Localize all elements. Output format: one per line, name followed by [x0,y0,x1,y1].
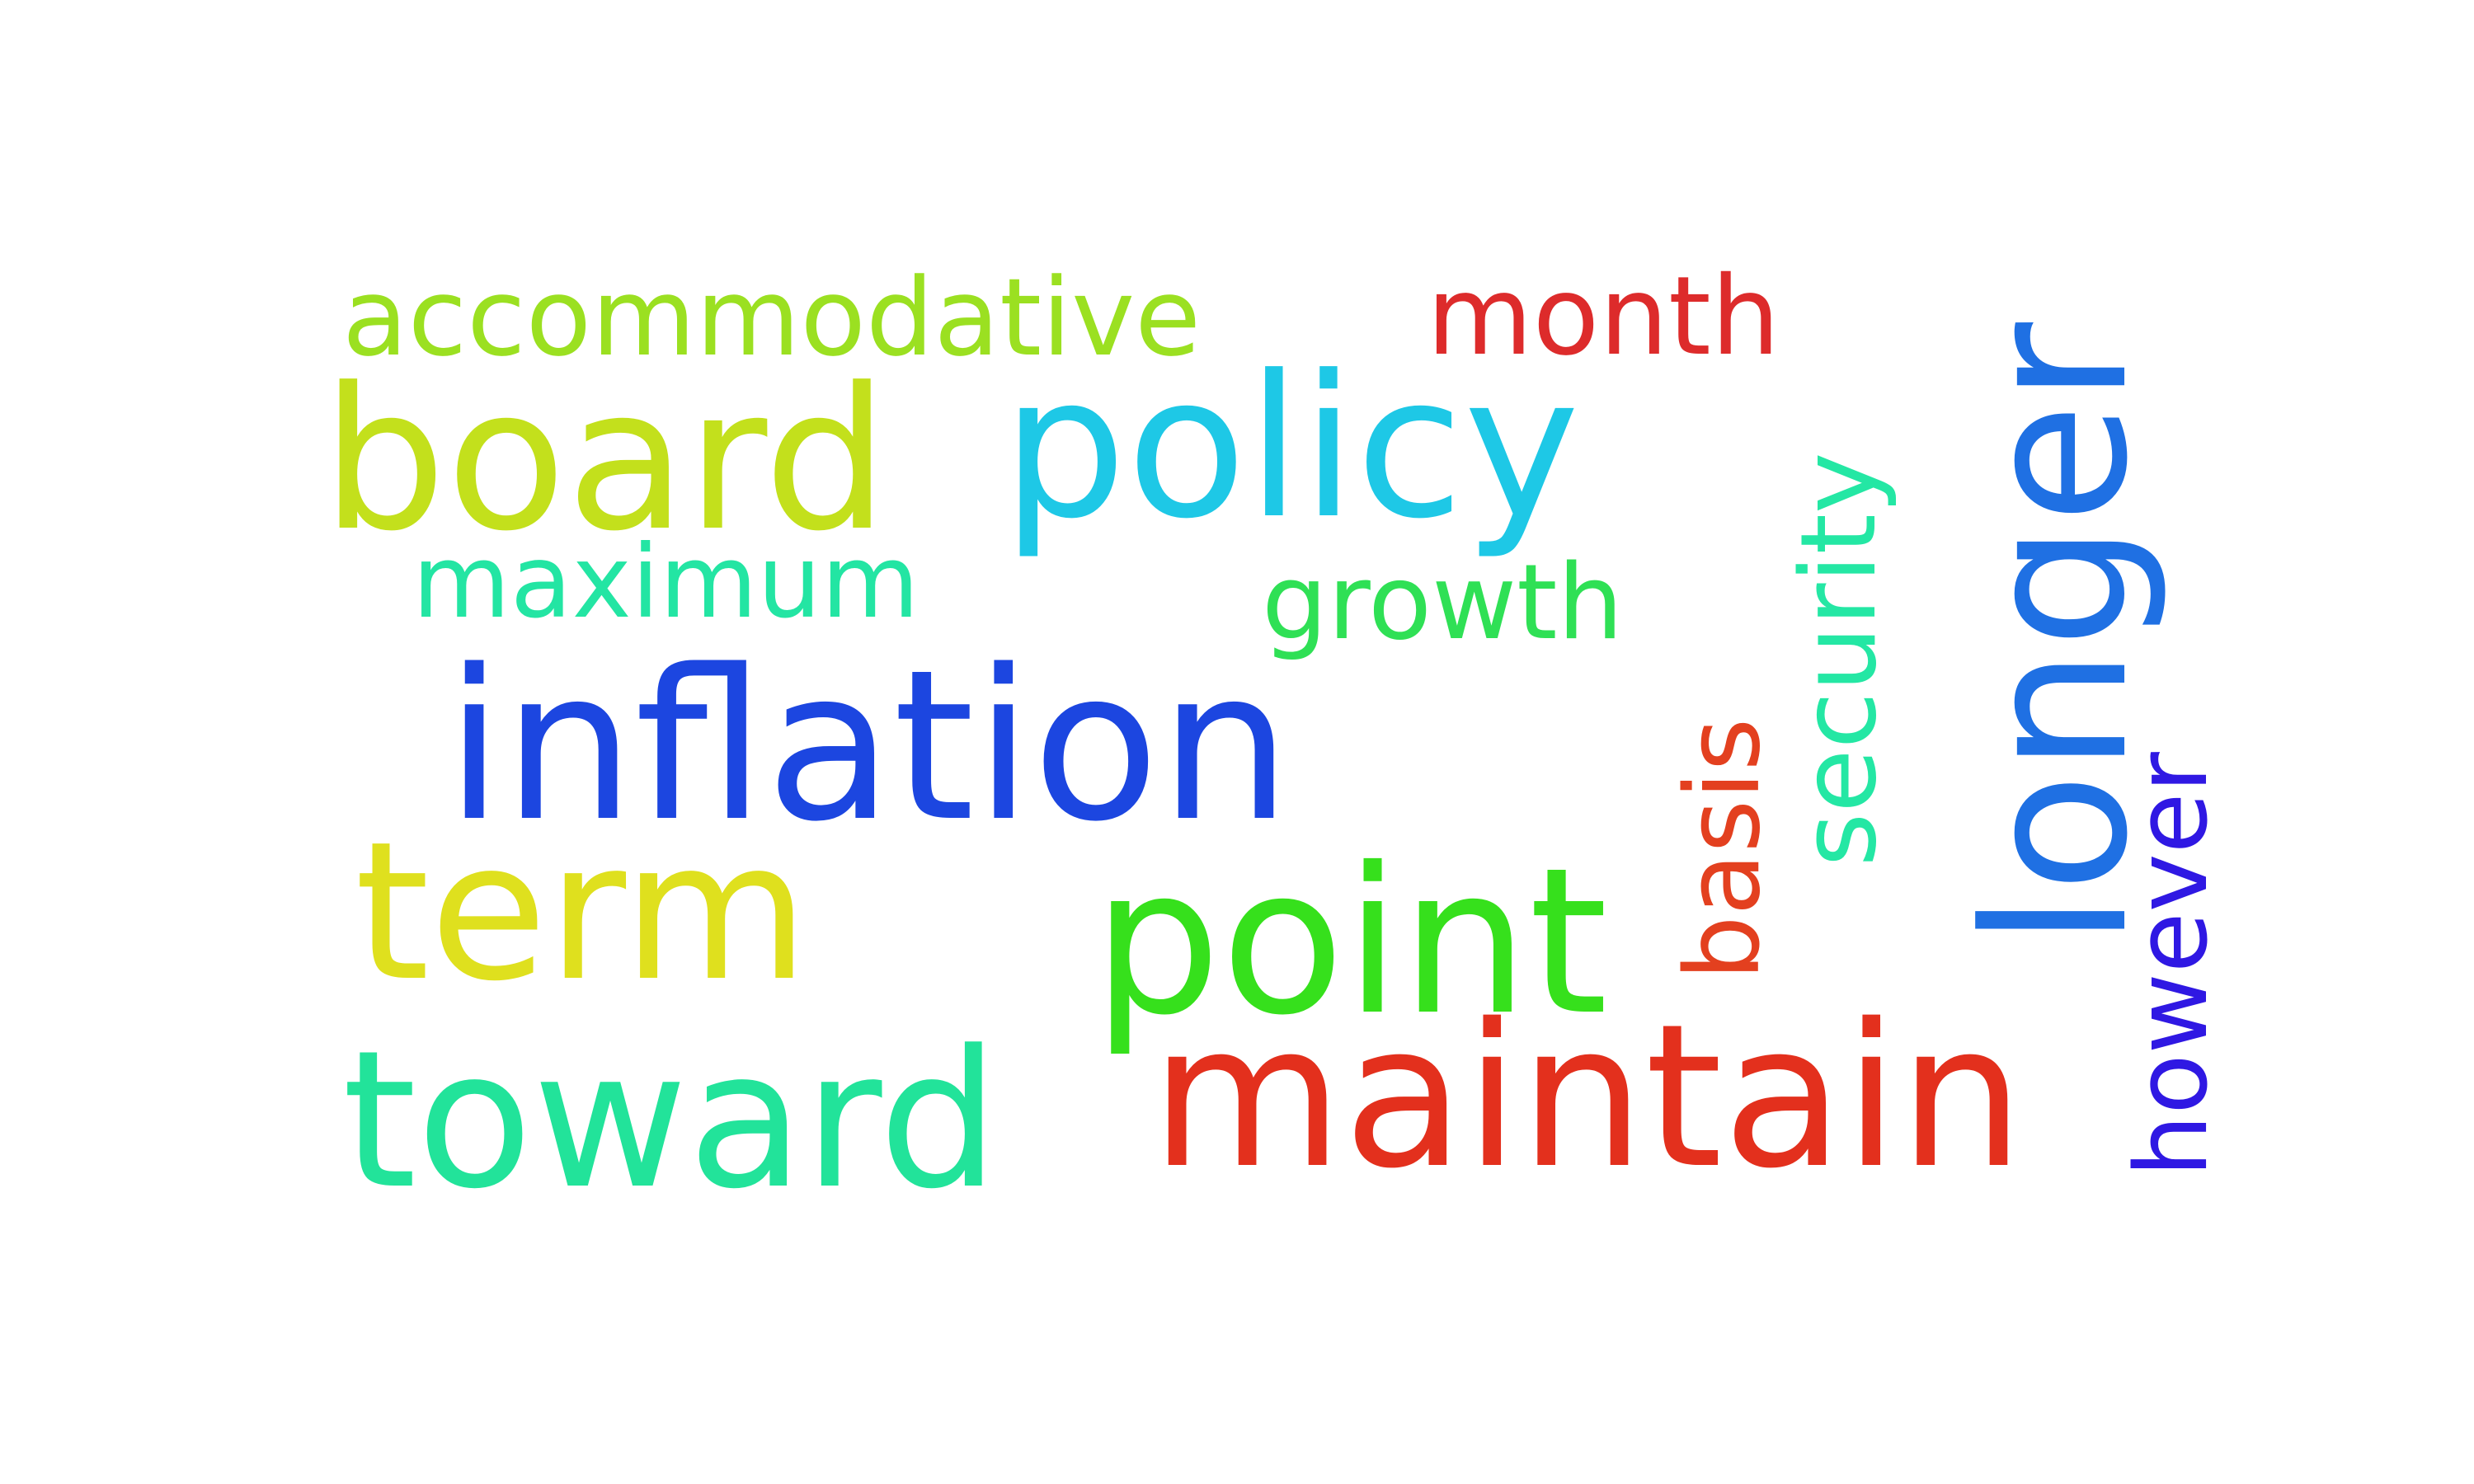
word-toward: toward [342,1011,999,1231]
word-accommodative: accommodative [342,255,1202,380]
word-month: month [1427,253,1780,380]
word-policy: policy [1002,334,1580,562]
word-board: board [322,346,889,575]
word-inflation: inflation [445,626,1291,867]
word-growth: growth [1262,542,1624,663]
word-basis: basis [1664,717,1783,981]
word-security: security [1778,452,1899,867]
word-point: point [1093,824,1608,1059]
word-however: however [2115,752,2230,1177]
word-maintain: maintain [1150,981,2025,1212]
word-term: term [355,801,809,1023]
word-maximum: maximum [412,524,920,641]
